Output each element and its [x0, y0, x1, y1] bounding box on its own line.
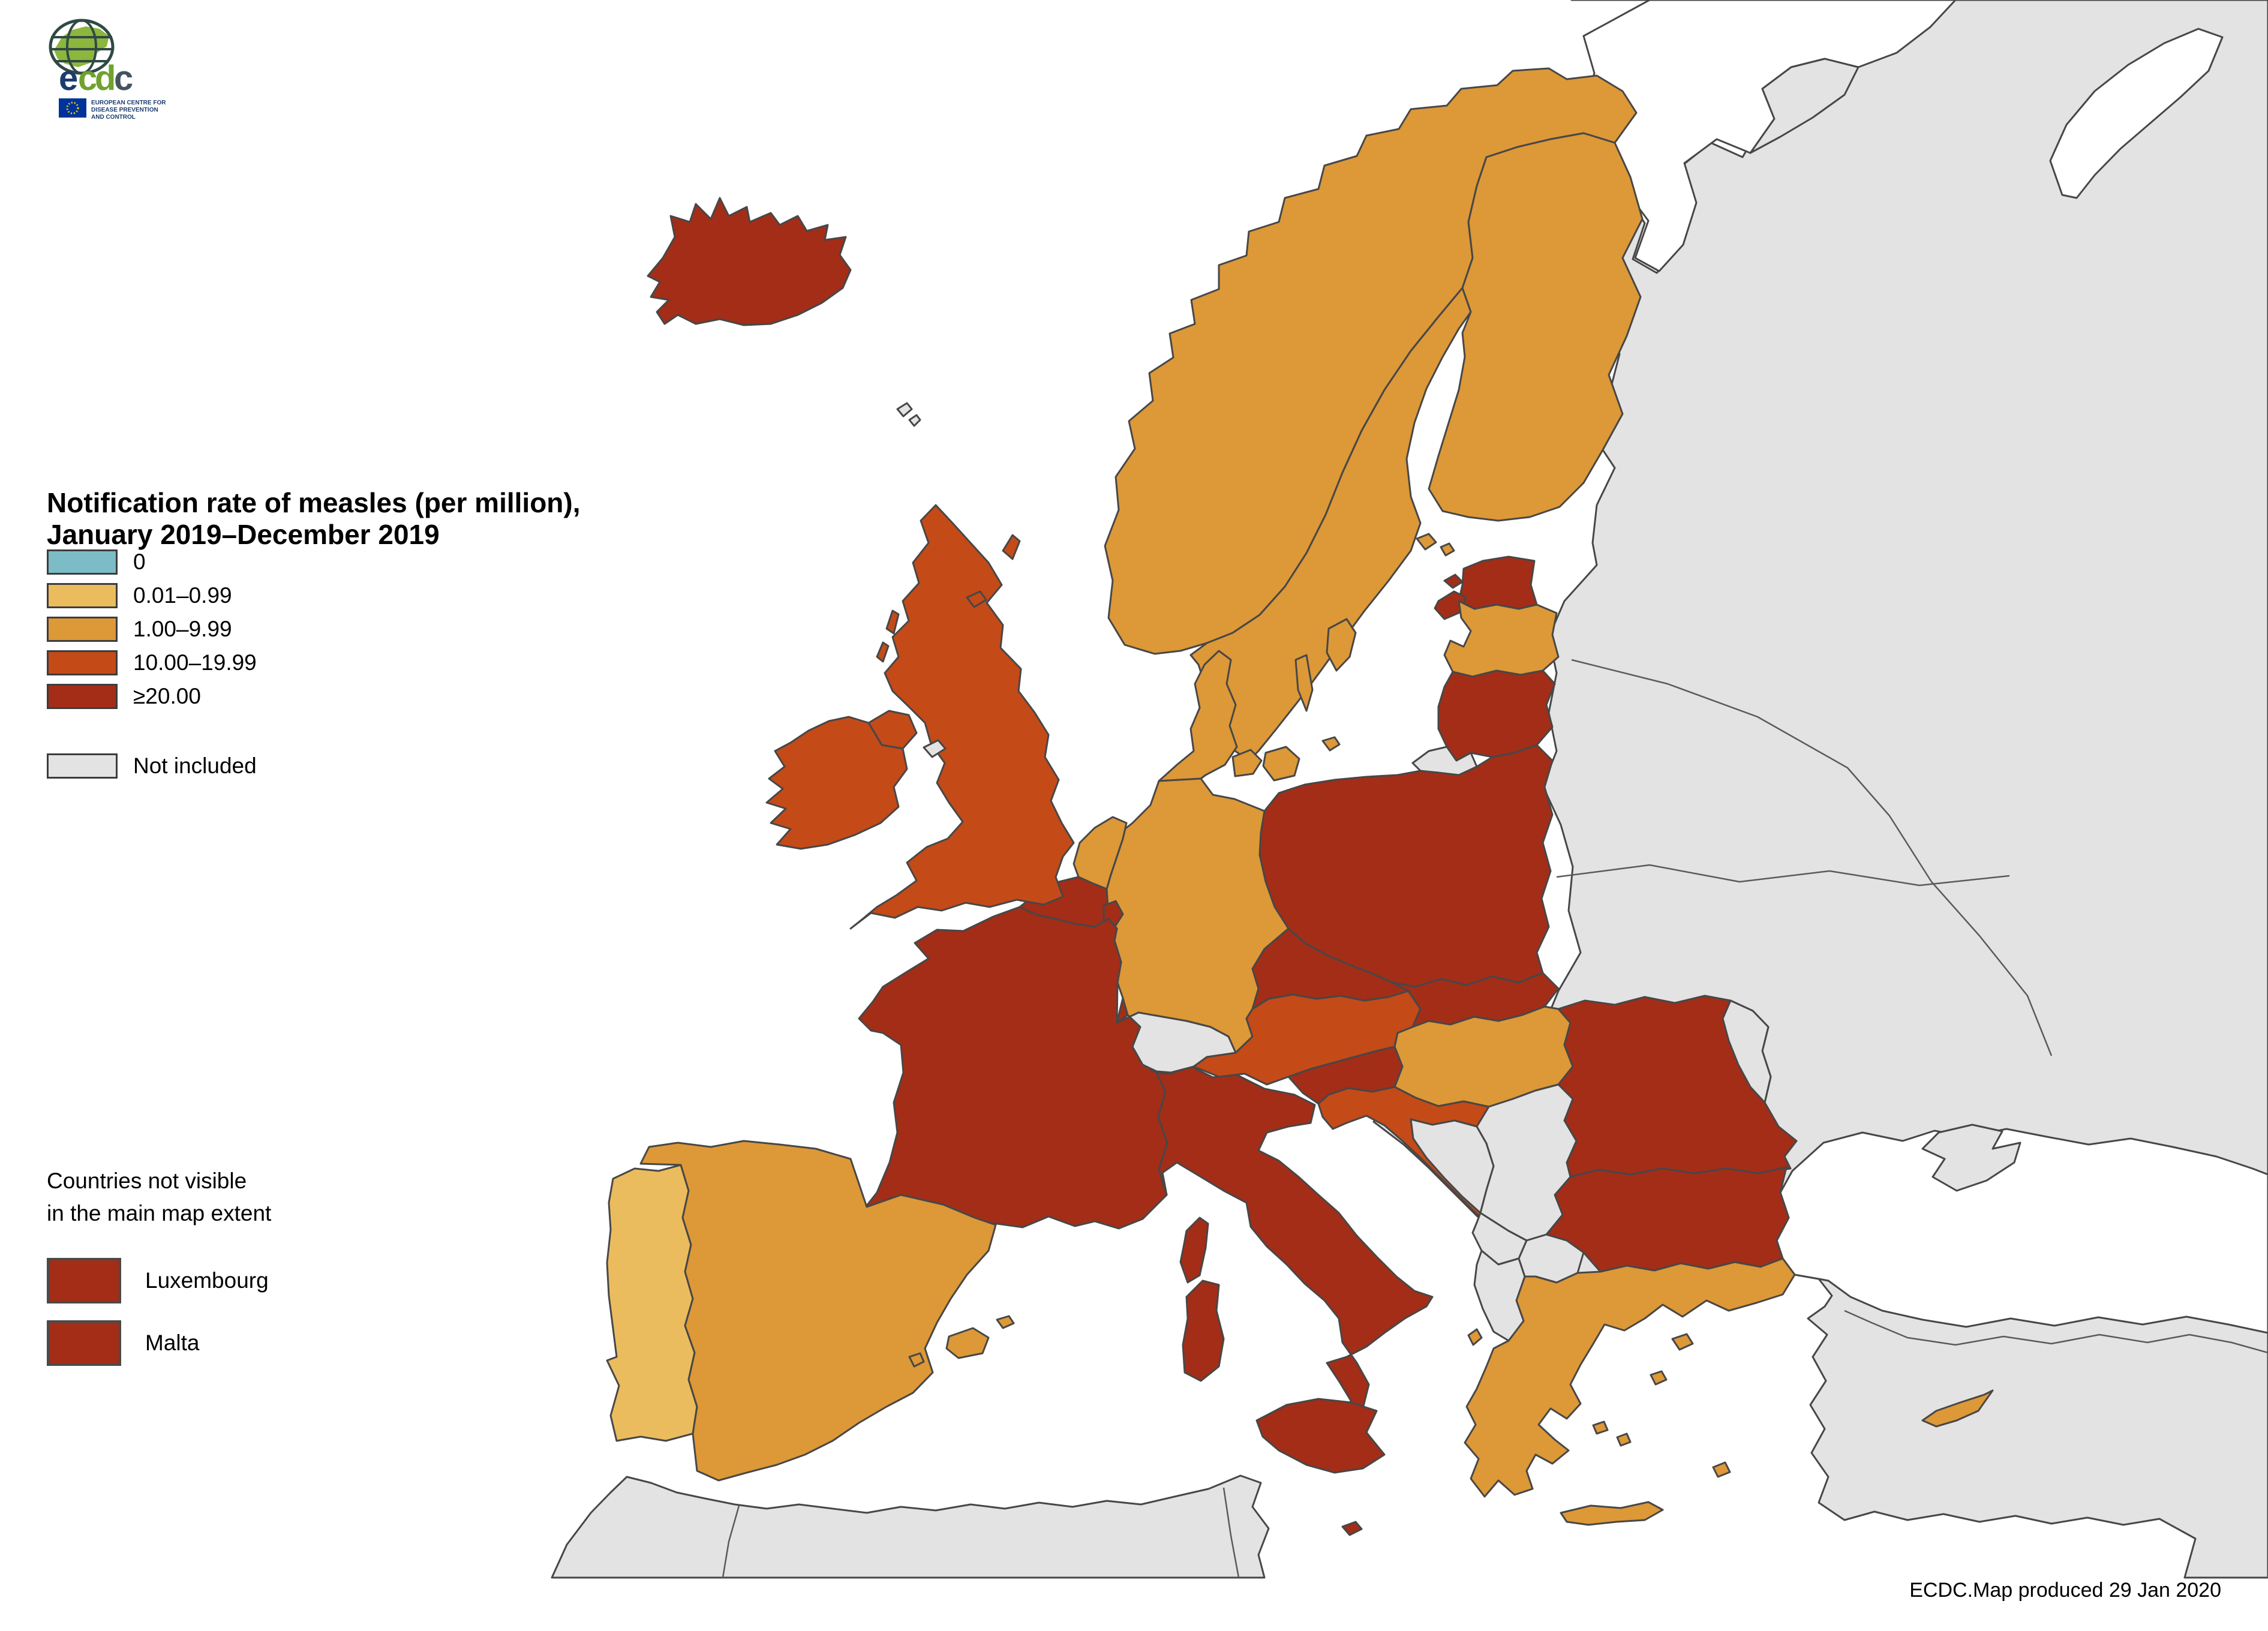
sub-legend-row-malta: Malta: [47, 1320, 271, 1366]
novaya-zemlya-islands: [2049, 28, 2224, 199]
country-denmark: [1262, 746, 1300, 782]
country-spain: [996, 1315, 1015, 1329]
svg-text:c: c: [114, 59, 134, 98]
legend-row-4: ≥20.00: [47, 684, 257, 709]
country-sweden: [1326, 618, 1357, 672]
malta-label: Malta: [145, 1330, 200, 1356]
country-spain: [945, 1327, 990, 1359]
crimea-peninsula: [1921, 1124, 2021, 1192]
legend-label-2: 1.00–9.99: [133, 617, 232, 641]
country-finland: [1428, 132, 1644, 522]
country-spain: [908, 1352, 925, 1368]
country-estonia: [1443, 573, 1464, 589]
country-france: [1179, 1217, 1209, 1284]
country-north-macedonia: [1518, 1233, 1585, 1284]
ecdc-org-name: EUROPEAN CENTRE FOR DISEASE PREVENTION A…: [91, 100, 166, 121]
country-finland: [1440, 542, 1455, 557]
country-faroe-islands: [908, 414, 921, 427]
legend-swatch-0: [47, 549, 118, 575]
legend-row-3: 10.00–19.99: [47, 650, 257, 675]
country-greece: [1712, 1461, 1731, 1478]
country-united-kingdom: [885, 609, 900, 635]
legend-swatch-2: [47, 617, 118, 642]
country-denmark: [1158, 650, 1238, 782]
country-united-kingdom: [1002, 534, 1021, 560]
svg-text:EUROPEAN CENTRE FOR: EUROPEAN CENTRE FOR: [91, 100, 166, 106]
attribution-text: ECDC.Map produced 29 Jan 2020: [1909, 1579, 2221, 1602]
legend: 0 0.01–0.99 1.00–9.99 10.00–19.99 ≥20.00…: [47, 549, 257, 787]
country-greece: [1650, 1370, 1668, 1386]
country-cyprus: [1921, 1389, 1994, 1428]
legend-row-0: 0: [47, 549, 257, 575]
map-title: Notification rate of measles (per millio…: [47, 487, 581, 551]
luxembourg-swatch: [47, 1258, 121, 1304]
country-serbia: [1476, 1083, 1578, 1242]
country-sweden: [1294, 654, 1314, 712]
legend-label-4: ≥20.00: [133, 684, 201, 708]
non-included-country-borders: [722, 659, 2268, 1578]
ecdc-logo: e c d c EUROPEAN CENTRE FOR DISEASE PREV…: [49, 19, 166, 121]
country-denmark: [1231, 749, 1263, 777]
svg-text:d: d: [95, 59, 116, 98]
country-kaliningrad-russia-: [1411, 746, 1478, 776]
svg-text:e: e: [59, 59, 79, 98]
legend-row-2: 1.00–9.99: [47, 617, 257, 642]
country-france: [858, 906, 1168, 1230]
country-isle-of-man: [923, 739, 947, 758]
svg-text:AND CONTROL: AND CONTROL: [91, 114, 136, 121]
country-greece: [1616, 1432, 1632, 1447]
legend-label-1: 0.01–0.99: [133, 583, 232, 608]
ecdc-globe-icon: [49, 19, 115, 75]
country-spain: [639, 1140, 997, 1482]
legend-swatch-3: [47, 650, 118, 675]
country-iceland: [647, 197, 852, 326]
country-faroe-islands: [896, 402, 913, 417]
legend-row-not-included: Not included: [47, 753, 257, 779]
country-estonia: [1458, 555, 1538, 610]
landmass-north-africa-not-included: [551, 1474, 1270, 1579]
sub-legend: Countries not visible in the main map ex…: [47, 1165, 271, 1383]
country-portugal: [606, 1164, 698, 1442]
country-albania: [1473, 1249, 1526, 1342]
country-united-kingdom: [966, 590, 987, 608]
map-title-line2: January 2019–December 2019: [47, 518, 440, 550]
country-czechia: [1251, 927, 1410, 1010]
country-greece: [1592, 1420, 1609, 1435]
luxembourg-label: Luxembourg: [145, 1268, 269, 1293]
legend-label-3: 10.00–19.99: [133, 650, 257, 675]
country-italy: [1255, 1398, 1386, 1474]
country-greece: [1560, 1501, 1664, 1526]
country-ireland: [765, 716, 908, 850]
legend-label-not-included: Not included: [133, 753, 257, 778]
legend-swatch-4: [47, 684, 118, 709]
legend-label-0: 0: [133, 549, 146, 574]
legend-swatch-not-included: [47, 753, 118, 779]
country-switzerland: [1116, 1011, 1237, 1074]
country-greece: [1467, 1328, 1483, 1346]
svg-text:DISEASE PREVENTION: DISEASE PREVENTION: [91, 107, 158, 113]
country-united-kingdom: [849, 504, 1075, 930]
country-denmark: [1321, 736, 1341, 752]
country-greece: [1464, 1257, 1796, 1498]
svg-text:c: c: [78, 59, 98, 98]
country-malta: [1341, 1521, 1363, 1536]
country-united-kingdom: [876, 641, 890, 663]
country-latvia: [1443, 600, 1560, 678]
country-moldova: [1722, 999, 1772, 1104]
country-italy: [1182, 1279, 1225, 1382]
sub-legend-row-luxembourg: Luxembourg: [47, 1258, 271, 1304]
malta-swatch: [47, 1320, 121, 1366]
legend-row-1: 0.01–0.99: [47, 583, 257, 608]
sub-legend-heading: Countries not visible in the main map ex…: [47, 1169, 272, 1225]
map-title-line1: Notification rate of measles (per millio…: [47, 487, 581, 518]
legend-swatch-1: [47, 583, 118, 608]
kola-peninsula: [1749, 58, 1860, 154]
ecdc-wordmark: e c d c: [59, 59, 134, 98]
country-greece: [1671, 1333, 1694, 1351]
eu-flag-icon: [59, 98, 86, 118]
country-finland: [1416, 533, 1437, 551]
